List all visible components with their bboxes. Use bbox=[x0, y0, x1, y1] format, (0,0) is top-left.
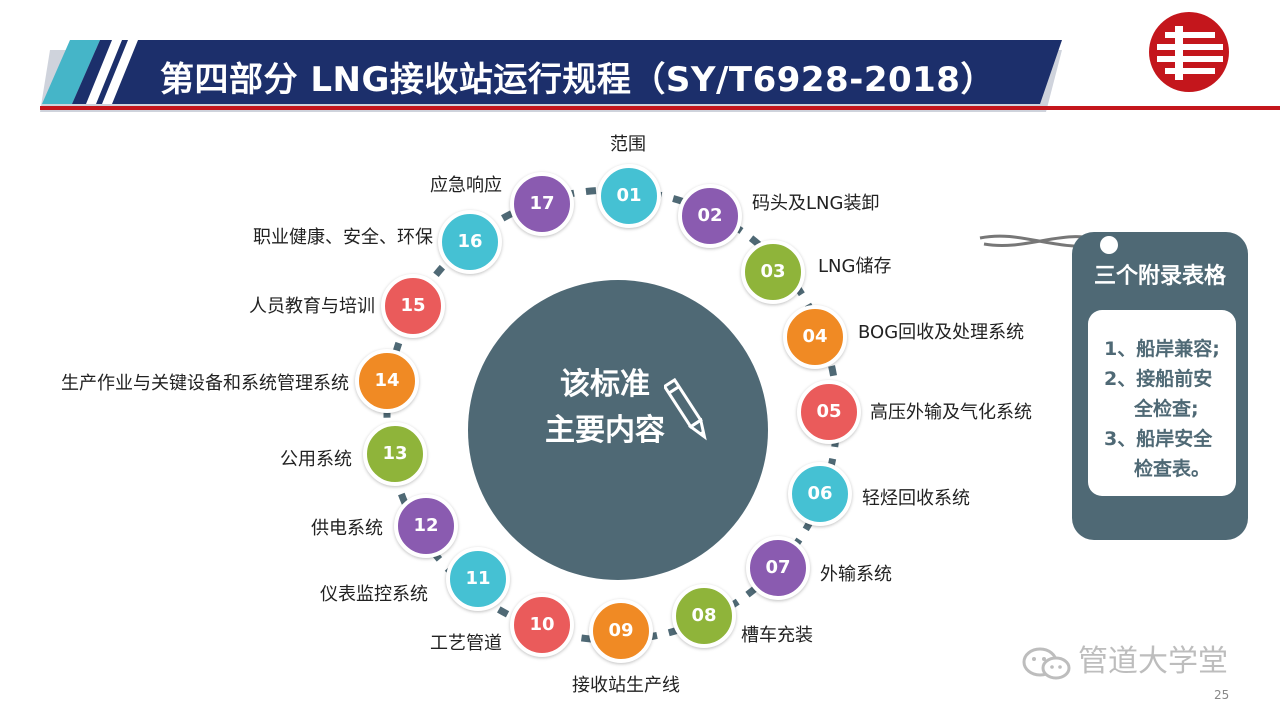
tag-line-2: 2、接船前安 bbox=[1104, 368, 1213, 390]
node-01: 01 bbox=[597, 164, 661, 228]
node-02: 02 bbox=[678, 184, 742, 248]
node-05: 05 bbox=[797, 380, 861, 444]
node-14: 14 bbox=[355, 349, 419, 413]
banner-white-slash-2 bbox=[102, 40, 138, 104]
label-02: 码头及LNG装卸 bbox=[752, 193, 880, 214]
label-05: 高压外输及气化系统 bbox=[870, 402, 1032, 423]
node-11: 11 bbox=[446, 547, 510, 611]
page-number: 25 bbox=[1214, 688, 1230, 702]
label-11: 仪表监控系统 bbox=[320, 584, 428, 605]
node-06: 06 bbox=[788, 462, 852, 526]
tag-line-3: 全检查; bbox=[1134, 398, 1199, 420]
label-04: BOG回收及处理系统 bbox=[858, 322, 1025, 343]
banner-white-slash-1 bbox=[86, 40, 122, 104]
banner-red-rule bbox=[40, 106, 1280, 110]
node-12: 12 bbox=[394, 494, 458, 558]
tag-line-5: 检查表。 bbox=[1134, 458, 1211, 480]
label-13: 公用系统 bbox=[280, 449, 352, 470]
label-01: 范围 bbox=[610, 134, 646, 155]
watermark-text: 管道大学堂 bbox=[1078, 644, 1228, 679]
pencil-icon bbox=[664, 377, 707, 441]
center-hub bbox=[468, 280, 768, 580]
tag-card bbox=[1088, 310, 1236, 496]
label-03: LNG储存 bbox=[818, 256, 892, 277]
node-10: 10 bbox=[510, 593, 574, 657]
label-16: 职业健康、安全、环保 bbox=[253, 227, 433, 248]
tag-title: 三个附录表格 bbox=[1093, 264, 1226, 289]
node-16: 16 bbox=[438, 210, 502, 274]
tag-line-4: 3、船岸安全 bbox=[1104, 428, 1213, 450]
header-banner bbox=[40, 40, 1280, 112]
label-10: 工艺管道 bbox=[430, 633, 502, 654]
label-07: 外输系统 bbox=[820, 564, 892, 585]
center-line-1: 该标准 bbox=[560, 367, 650, 402]
page-title: 第四部分 LNG接收站运行规程（SY/T6928-2018） bbox=[160, 60, 995, 100]
label-09: 接收站生产线 bbox=[572, 675, 680, 696]
label-12: 供电系统 bbox=[311, 518, 383, 539]
label-17: 应急响应 bbox=[430, 175, 502, 196]
node-04: 04 bbox=[783, 305, 847, 369]
node-15: 15 bbox=[381, 274, 445, 338]
banner-body bbox=[72, 40, 1062, 104]
node-09: 09 bbox=[589, 599, 653, 663]
label-14: 生产作业与关键设备和系统管理系统 bbox=[61, 373, 349, 394]
center-hub-text: 该标准 主要内容 bbox=[525, 362, 685, 454]
node-13: 13 bbox=[363, 422, 427, 486]
tag-line-1: 1、船岸兼容; bbox=[1104, 338, 1220, 360]
label-08: 槽车充装 bbox=[741, 625, 813, 646]
node-03: 03 bbox=[741, 240, 805, 304]
banner-accent-stripe bbox=[42, 40, 100, 104]
label-15: 人员教育与培训 bbox=[249, 296, 375, 317]
tag-hole bbox=[1100, 236, 1118, 254]
wechat-icon bbox=[1022, 647, 1071, 680]
node-07: 07 bbox=[746, 536, 810, 600]
company-logo bbox=[1149, 12, 1229, 92]
node-08: 08 bbox=[672, 584, 736, 648]
node-17: 17 bbox=[510, 172, 574, 236]
label-06: 轻烃回收系统 bbox=[862, 488, 970, 509]
center-line-2: 主要内容 bbox=[545, 413, 665, 448]
